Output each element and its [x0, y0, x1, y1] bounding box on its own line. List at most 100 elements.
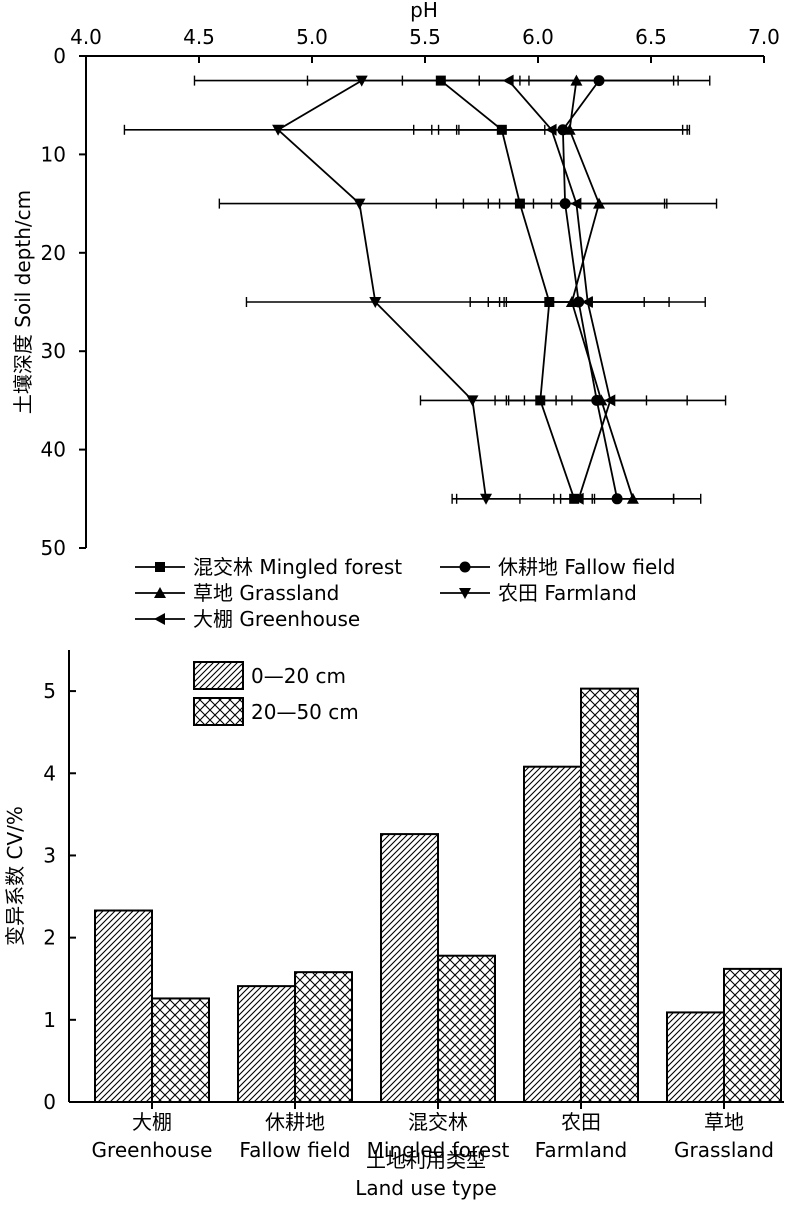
cv-x-tick-label-en: Grassland	[674, 1138, 774, 1162]
bar-greenhouse-20-50cm	[151, 997, 210, 1104]
ph-y-tick-label: 40	[41, 438, 66, 462]
cv-bar-chart: 0 1 2 3 4 5 大棚 Greenhouse 休耕地 Fallow field 混交林 Min…	[3, 650, 784, 1200]
legend-grassland-marker	[154, 587, 166, 598]
grassland-point	[565, 296, 578, 307]
grassland-point	[626, 492, 639, 504]
ph-x-tick-label: 4.0	[70, 25, 102, 49]
bar-grassland-20-50cm	[723, 967, 782, 1104]
ph-y-ticks: 0 10 20 30 40 50	[41, 44, 86, 560]
grassland-point	[570, 74, 583, 86]
cv-x-ticks: 大棚 Greenhouse 休耕地 Fallow field 混交林 Mingled fo…	[92, 1102, 774, 1162]
ph-profile-chart: 4.0 4.5 5.0 5.5 6.0 6.5 7.0 0 10 20 30 40 50 pH 土壤深…	[11, 0, 780, 631]
cv-x-tick-label-cn: 大棚	[132, 1110, 172, 1134]
farmland-line	[276, 79, 487, 499]
ph-y-tick-label: 20	[41, 241, 66, 265]
cv-y-tick-label: 3	[43, 843, 56, 867]
ph-x-ticks: 4.0 4.5 5.0 5.5 6.0 6.5 7.0	[70, 25, 780, 63]
bar-fallow-field-20-50cm	[294, 971, 353, 1103]
cv-axes	[68, 650, 784, 1103]
mingled-forest-point	[514, 198, 525, 209]
grassland-point	[595, 394, 608, 406]
ph-x-tick-label: 7.0	[748, 25, 780, 49]
grassland-point	[563, 123, 576, 135]
bar-greenhouse-0-20cm	[94, 909, 153, 1103]
legend-greenhouse-marker	[154, 613, 165, 625]
ph-error-bars	[123, 75, 727, 504]
mingled-forest-point	[544, 297, 555, 307]
grassland-line	[568, 80, 634, 500]
cv-x-axis-label-cn: 土地利用类型	[366, 1148, 486, 1172]
ph-y-tick-label: 30	[41, 339, 66, 363]
ph-x-tick-label: 5.5	[409, 25, 441, 49]
fallow-field-point	[611, 493, 623, 505]
legend-mingled-forest-marker	[155, 562, 165, 572]
fallow-field-point	[559, 198, 571, 210]
mingled-forest-line	[440, 79, 576, 500]
fallow-field-line	[561, 80, 618, 499]
bar-mingled-forest-0-20cm	[380, 833, 439, 1103]
legend-greenhouse-label: 大棚 Greenhouse	[193, 607, 360, 631]
farmland-point	[480, 493, 493, 505]
ph-x-axis-label: pH	[410, 0, 438, 22]
greenhouse-point	[502, 74, 514, 87]
ph-x-tick-label: 5.0	[296, 25, 328, 49]
bar-grassland-0-20cm	[666, 1011, 725, 1103]
ph-data-points	[272, 74, 639, 505]
ph-y-tick-label: 10	[41, 142, 66, 166]
legend-mingled-forest-label: 混交林 Mingled forest	[193, 555, 402, 579]
legend-grassland-label: 草地 Grassland	[193, 581, 339, 605]
legend-label-20-50cm: 20—50 cm	[251, 700, 359, 724]
cv-y-tick-label: 0	[43, 1090, 56, 1114]
legend-fallow-field-marker	[459, 561, 471, 573]
cv-y-tick-label: 2	[43, 926, 56, 950]
cv-bars	[94, 687, 782, 1104]
farmland-point	[369, 297, 382, 308]
greenhouse-point	[570, 197, 582, 210]
bar-farmland-0-20cm	[523, 765, 582, 1103]
legend-fallow-field-label: 休耕地 Fallow field	[498, 555, 676, 579]
cv-x-axis-label-en: Land use type	[355, 1176, 497, 1200]
bar-mingled-forest-20-50cm	[437, 954, 496, 1103]
greenhouse-point	[545, 123, 557, 136]
ph-x-tick-label: 6.5	[635, 25, 667, 49]
bar-fallow-field-0-20cm	[237, 985, 296, 1104]
ph-y-axis-label: 土壤深度 Soil depth/cm	[11, 190, 35, 414]
greenhouse-point	[581, 296, 593, 308]
legend-swatch-0-20cm	[193, 661, 244, 690]
cv-y-ticks: 0 1 2 3 4 5	[43, 679, 76, 1114]
cv-x-tick-label-cn: 农田	[561, 1110, 601, 1134]
cv-legend: 0—20 cm 20—50 cm	[193, 661, 359, 726]
legend-farmland-marker	[459, 588, 471, 599]
mingled-forest-point	[535, 395, 546, 406]
cv-x-tick-label-en: Greenhouse	[92, 1138, 213, 1162]
farmland-point	[353, 198, 366, 210]
ph-x-tick-label: 6.0	[522, 25, 554, 49]
cv-y-axis-label: 变异系数 CV/%	[3, 806, 27, 946]
cv-x-tick-label-cn: 混交林	[408, 1110, 468, 1134]
cv-y-tick-label: 5	[43, 679, 56, 703]
mingled-forest-point	[435, 75, 446, 86]
grassland-point	[593, 197, 606, 209]
cv-x-tick-label-cn: 休耕地	[265, 1110, 325, 1134]
cv-x-tick-label-en: Mingled forest	[367, 1138, 510, 1162]
farmland-point	[272, 124, 285, 136]
ph-x-tick-label: 4.5	[183, 25, 215, 49]
bar-farmland-20-50cm	[580, 687, 639, 1103]
legend-swatch-20-50cm	[193, 697, 244, 726]
cv-y-tick-label: 4	[43, 761, 56, 785]
legend-farmland-label: 农田 Farmland	[498, 581, 637, 605]
legend-label-0-20cm: 0—20 cm	[251, 664, 346, 688]
greenhouse-point	[604, 394, 616, 407]
greenhouse-point	[572, 492, 584, 505]
farmland-point	[355, 75, 368, 87]
mingled-forest-point	[496, 124, 507, 135]
cv-y-tick-label: 1	[43, 1008, 56, 1032]
ph-y-tick-label: 50	[41, 536, 66, 560]
ph-y-tick-label: 0	[53, 44, 66, 68]
greenhouse-line	[507, 80, 612, 500]
cv-x-tick-label-cn: 草地	[704, 1110, 744, 1134]
farmland-point	[466, 395, 479, 407]
fallow-field-point	[593, 75, 605, 87]
